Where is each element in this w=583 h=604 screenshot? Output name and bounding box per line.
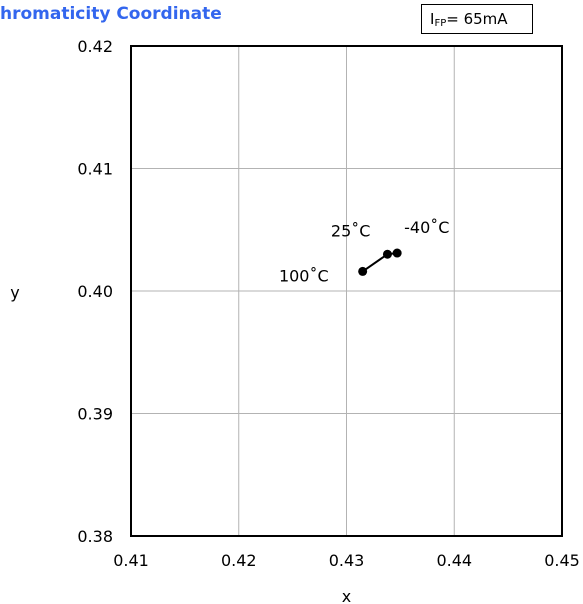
grid-lines	[131, 46, 562, 536]
x-tick-label: 0.43	[329, 551, 365, 570]
condition-symbol: I	[430, 10, 435, 28]
plot-area-frame	[130, 45, 563, 537]
point-label: 25˚C	[331, 221, 371, 240]
x-tick-label: 0.44	[436, 551, 472, 570]
y-tick-label: 0.42	[77, 37, 113, 56]
x-tick-labels: 0.41 0.42 0.43 0.44 0.45	[113, 551, 580, 570]
point-label: 100˚C	[279, 266, 329, 285]
y-tick-label: 0.39	[77, 405, 113, 424]
point-label: -40˚C	[404, 218, 449, 237]
condition-legend: IFP= 65mA	[421, 4, 533, 34]
y-tick-labels: 0.38 0.39 0.40 0.41 0.42	[77, 37, 113, 546]
series-polyline	[362, 252, 398, 273]
x-axis-label: x	[342, 587, 351, 604]
condition-subscript: FP	[434, 18, 447, 29]
x-tick-label: 0.45	[544, 551, 580, 570]
data-point	[382, 249, 392, 259]
data-point	[392, 248, 402, 258]
y-tick-label: 0.40	[77, 282, 113, 301]
x-tick-label: 0.41	[113, 551, 149, 570]
condition-value: = 65mA	[446, 10, 508, 28]
y-tick-label: 0.41	[77, 160, 113, 179]
y-axis-label: y	[10, 283, 19, 302]
y-tick-label: 0.38	[77, 527, 113, 546]
x-tick-label: 0.42	[221, 551, 257, 570]
data-point	[358, 266, 368, 276]
series-line: 100˚C 25˚C -40˚C	[279, 218, 450, 285]
chart-title: hromaticity Coordinate	[0, 4, 222, 24]
